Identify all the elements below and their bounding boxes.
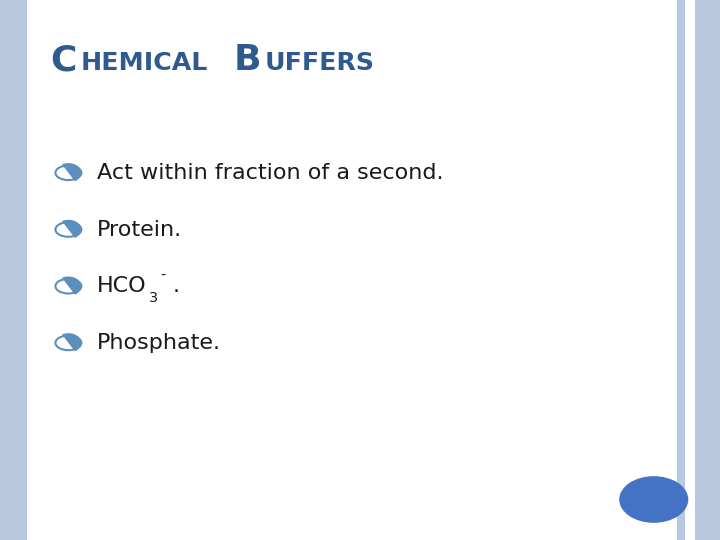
Text: -: -	[161, 268, 166, 282]
FancyBboxPatch shape	[677, 0, 720, 540]
Text: Phosphate.: Phosphate.	[97, 333, 221, 353]
Text: 3: 3	[149, 291, 158, 305]
Ellipse shape	[55, 165, 81, 180]
Wedge shape	[62, 163, 81, 181]
FancyBboxPatch shape	[695, 0, 711, 540]
Text: .: .	[173, 276, 180, 296]
Text: B: B	[234, 43, 261, 77]
Ellipse shape	[55, 222, 81, 237]
Text: HCO: HCO	[97, 276, 147, 296]
Ellipse shape	[55, 279, 81, 294]
Ellipse shape	[619, 476, 688, 523]
Ellipse shape	[55, 335, 81, 350]
Text: Protein.: Protein.	[97, 219, 182, 240]
Text: Act within fraction of a second.: Act within fraction of a second.	[97, 163, 444, 183]
FancyBboxPatch shape	[0, 0, 27, 540]
Wedge shape	[62, 276, 81, 295]
Wedge shape	[62, 333, 81, 352]
FancyBboxPatch shape	[685, 0, 711, 540]
Text: UFFERS: UFFERS	[264, 51, 374, 75]
Wedge shape	[62, 220, 81, 238]
Text: HEMICAL: HEMICAL	[81, 51, 208, 75]
Text: C: C	[50, 43, 77, 77]
